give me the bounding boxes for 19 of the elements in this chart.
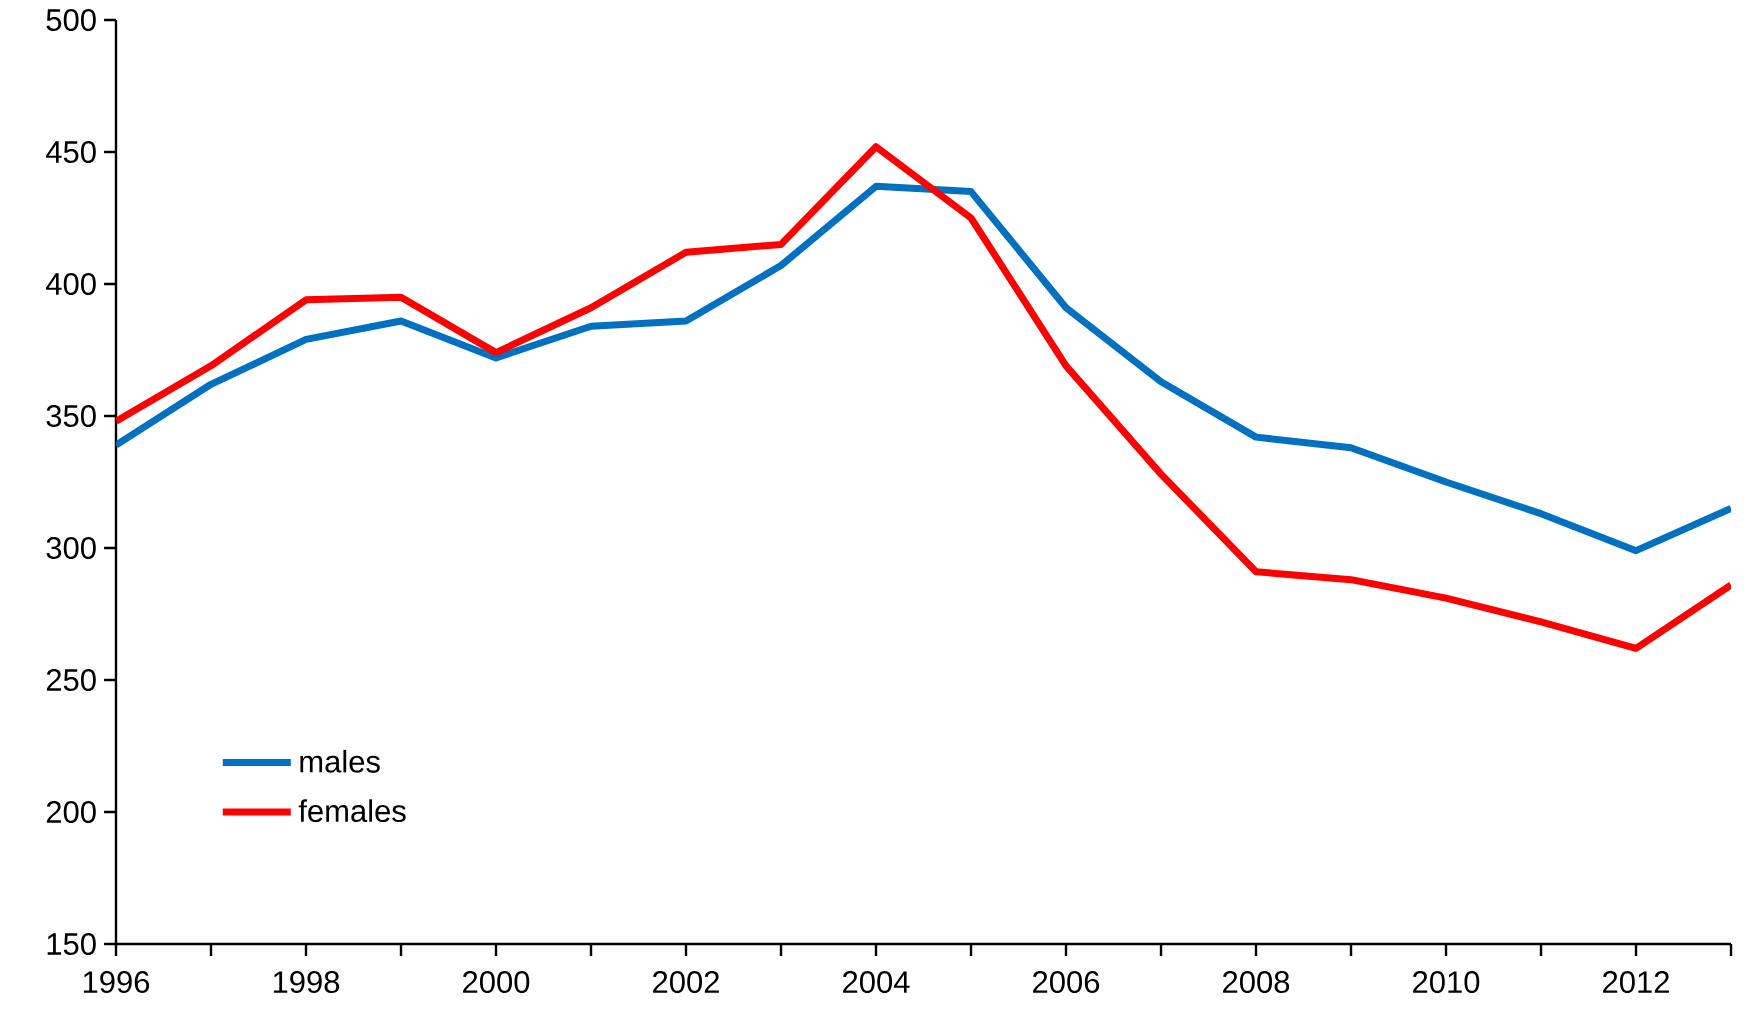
y-tick-label: 200 [46,801,96,823]
y-tick-label: 300 [46,537,96,559]
x-tick-label: 2000 [463,971,530,993]
y-tick-label: 450 [46,141,96,163]
x-tick-label: 2012 [1603,971,1669,993]
x-tick-label: 1998 [273,971,340,993]
x-tick-label: 2002 [653,971,719,993]
legend-label: females [298,799,406,823]
x-tick-label: 1996 [83,971,150,993]
y-tick-label: 250 [46,669,96,691]
x-tick-label: 2004 [843,971,910,993]
y-tick-label: 400 [46,273,96,295]
y-tick-label: 350 [46,405,96,427]
x-tick-label: 2006 [1033,971,1100,993]
y-tick-label: 150 [47,933,96,955]
legend-label: males [300,749,380,773]
x-tick-label: 2008 [1223,971,1290,993]
y-tick-label: 500 [46,9,96,31]
x-tick-label: 2010 [1413,971,1480,993]
